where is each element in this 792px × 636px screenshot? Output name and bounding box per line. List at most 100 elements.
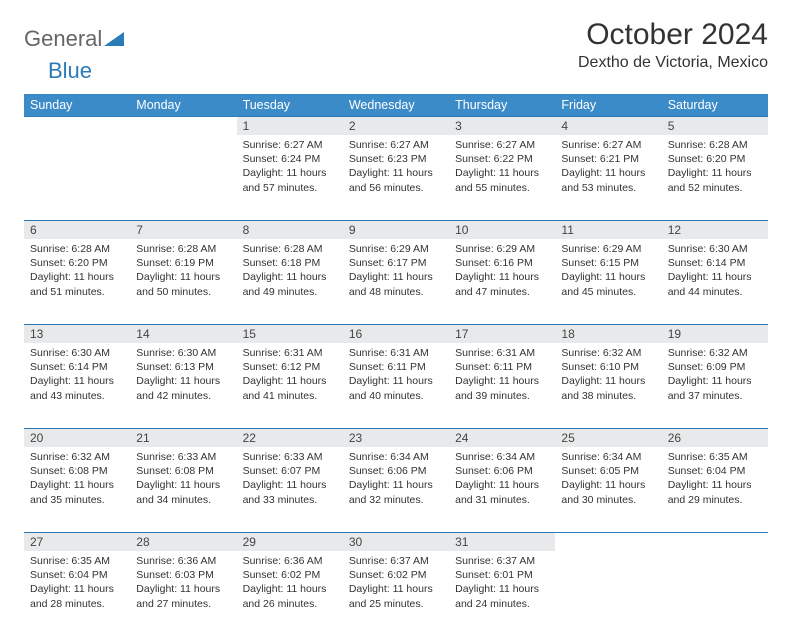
sunrise-line: Sunrise: 6:35 AM: [30, 554, 124, 568]
day-details: Sunrise: 6:32 AMSunset: 6:10 PMDaylight:…: [555, 343, 661, 409]
calendar-daynum-cell: 25: [555, 428, 661, 447]
sunset-line: Sunset: 6:12 PM: [243, 360, 337, 374]
calendar-content-cell: Sunrise: 6:28 AMSunset: 6:19 PMDaylight:…: [130, 239, 236, 324]
day-number: 10: [449, 220, 555, 239]
daylight-line: Daylight: 11 hours and 25 minutes.: [349, 582, 443, 610]
day-number: 23: [343, 428, 449, 447]
calendar-daynum-cell: 14: [130, 324, 236, 343]
calendar-daynum-cell: 8: [237, 220, 343, 239]
sunrise-line: Sunrise: 6:31 AM: [349, 346, 443, 360]
calendar-daynum-cell: 13: [24, 324, 130, 343]
day-details: Sunrise: 6:34 AMSunset: 6:06 PMDaylight:…: [343, 447, 449, 513]
day-details: Sunrise: 6:36 AMSunset: 6:03 PMDaylight:…: [130, 551, 236, 617]
sunset-line: Sunset: 6:06 PM: [349, 464, 443, 478]
calendar-daynum-cell: 7: [130, 220, 236, 239]
calendar-daynum-cell: [555, 532, 661, 551]
day-number: 22: [237, 428, 343, 447]
calendar-week-content-row: Sunrise: 6:32 AMSunset: 6:08 PMDaylight:…: [24, 447, 768, 532]
calendar-daynum-cell: [662, 532, 768, 551]
daylight-line: Daylight: 11 hours and 48 minutes.: [349, 270, 443, 298]
sunset-line: Sunset: 6:20 PM: [668, 152, 762, 166]
day-details: Sunrise: 6:35 AMSunset: 6:04 PMDaylight:…: [24, 551, 130, 617]
calendar-content-cell: Sunrise: 6:28 AMSunset: 6:20 PMDaylight:…: [24, 239, 130, 324]
day-number: 21: [130, 428, 236, 447]
day-details: Sunrise: 6:30 AMSunset: 6:14 PMDaylight:…: [24, 343, 130, 409]
empty-day: [555, 532, 661, 551]
day-details: Sunrise: 6:31 AMSunset: 6:12 PMDaylight:…: [237, 343, 343, 409]
day-number: 25: [555, 428, 661, 447]
sunrise-line: Sunrise: 6:37 AM: [349, 554, 443, 568]
sunrise-line: Sunrise: 6:34 AM: [561, 450, 655, 464]
calendar-content-cell: Sunrise: 6:35 AMSunset: 6:04 PMDaylight:…: [24, 551, 130, 636]
daylight-line: Daylight: 11 hours and 56 minutes.: [349, 166, 443, 194]
sunset-line: Sunset: 6:02 PM: [349, 568, 443, 582]
sunrise-line: Sunrise: 6:34 AM: [455, 450, 549, 464]
calendar-daynum-cell: 17: [449, 324, 555, 343]
sunset-line: Sunset: 6:19 PM: [136, 256, 230, 270]
daylight-line: Daylight: 11 hours and 39 minutes.: [455, 374, 549, 402]
daylight-line: Daylight: 11 hours and 35 minutes.: [30, 478, 124, 506]
calendar-body: 12345Sunrise: 6:27 AMSunset: 6:24 PMDayl…: [24, 116, 768, 636]
calendar-daynum-cell: 16: [343, 324, 449, 343]
calendar-daynum-cell: 4: [555, 116, 661, 135]
calendar-content-cell: Sunrise: 6:33 AMSunset: 6:08 PMDaylight:…: [130, 447, 236, 532]
calendar-content-cell: Sunrise: 6:35 AMSunset: 6:04 PMDaylight:…: [662, 447, 768, 532]
calendar-week-content-row: Sunrise: 6:30 AMSunset: 6:14 PMDaylight:…: [24, 343, 768, 428]
daylight-line: Daylight: 11 hours and 41 minutes.: [243, 374, 337, 402]
day-details: Sunrise: 6:37 AMSunset: 6:02 PMDaylight:…: [343, 551, 449, 617]
day-details: Sunrise: 6:33 AMSunset: 6:07 PMDaylight:…: [237, 447, 343, 513]
sunrise-line: Sunrise: 6:35 AM: [668, 450, 762, 464]
calendar-content-cell: Sunrise: 6:28 AMSunset: 6:20 PMDaylight:…: [662, 135, 768, 220]
sunrise-line: Sunrise: 6:30 AM: [668, 242, 762, 256]
sunrise-line: Sunrise: 6:28 AM: [30, 242, 124, 256]
calendar-content-cell: Sunrise: 6:34 AMSunset: 6:06 PMDaylight:…: [343, 447, 449, 532]
sunset-line: Sunset: 6:14 PM: [30, 360, 124, 374]
sunset-line: Sunset: 6:08 PM: [136, 464, 230, 478]
calendar-daynum-cell: 15: [237, 324, 343, 343]
day-number: 30: [343, 532, 449, 551]
calendar-daynum-cell: 21: [130, 428, 236, 447]
day-details: Sunrise: 6:36 AMSunset: 6:02 PMDaylight:…: [237, 551, 343, 617]
sunset-line: Sunset: 6:09 PM: [668, 360, 762, 374]
brand-logo: General: [24, 18, 128, 52]
calendar-daynum-cell: 23: [343, 428, 449, 447]
day-number: 28: [130, 532, 236, 551]
sunset-line: Sunset: 6:04 PM: [668, 464, 762, 478]
daylight-line: Daylight: 11 hours and 52 minutes.: [668, 166, 762, 194]
sunset-line: Sunset: 6:11 PM: [349, 360, 443, 374]
day-details: Sunrise: 6:27 AMSunset: 6:22 PMDaylight:…: [449, 135, 555, 201]
calendar-content-cell: Sunrise: 6:31 AMSunset: 6:11 PMDaylight:…: [449, 343, 555, 428]
calendar-content-cell: [130, 135, 236, 220]
calendar-week-daynum-row: 13141516171819: [24, 324, 768, 343]
day-number: 1: [237, 116, 343, 135]
calendar-daynum-cell: [24, 116, 130, 135]
day-details: Sunrise: 6:27 AMSunset: 6:21 PMDaylight:…: [555, 135, 661, 201]
day-details: Sunrise: 6:28 AMSunset: 6:18 PMDaylight:…: [237, 239, 343, 305]
day-details: Sunrise: 6:29 AMSunset: 6:16 PMDaylight:…: [449, 239, 555, 305]
daylight-line: Daylight: 11 hours and 50 minutes.: [136, 270, 230, 298]
daylight-line: Daylight: 11 hours and 40 minutes.: [349, 374, 443, 402]
sunrise-line: Sunrise: 6:28 AM: [668, 138, 762, 152]
calendar-daynum-cell: 31: [449, 532, 555, 551]
day-details: Sunrise: 6:28 AMSunset: 6:20 PMDaylight:…: [24, 239, 130, 305]
daylight-line: Daylight: 11 hours and 31 minutes.: [455, 478, 549, 506]
month-title: October 2024: [578, 18, 768, 52]
daylight-line: Daylight: 11 hours and 57 minutes.: [243, 166, 337, 194]
sunset-line: Sunset: 6:10 PM: [561, 360, 655, 374]
day-details: Sunrise: 6:33 AMSunset: 6:08 PMDaylight:…: [130, 447, 236, 513]
sunset-line: Sunset: 6:08 PM: [30, 464, 124, 478]
sunset-line: Sunset: 6:03 PM: [136, 568, 230, 582]
calendar-content-cell: Sunrise: 6:34 AMSunset: 6:05 PMDaylight:…: [555, 447, 661, 532]
calendar-daynum-cell: 5: [662, 116, 768, 135]
brand-name-part1: General: [24, 26, 102, 52]
sunrise-line: Sunrise: 6:34 AM: [349, 450, 443, 464]
day-details: Sunrise: 6:30 AMSunset: 6:14 PMDaylight:…: [662, 239, 768, 305]
day-number: 17: [449, 324, 555, 343]
sunrise-line: Sunrise: 6:28 AM: [243, 242, 337, 256]
calendar-daynum-cell: 22: [237, 428, 343, 447]
calendar-daynum-cell: 9: [343, 220, 449, 239]
sunrise-line: Sunrise: 6:32 AM: [561, 346, 655, 360]
calendar-week-daynum-row: 2728293031: [24, 532, 768, 551]
daylight-line: Daylight: 11 hours and 32 minutes.: [349, 478, 443, 506]
sunset-line: Sunset: 6:15 PM: [561, 256, 655, 270]
